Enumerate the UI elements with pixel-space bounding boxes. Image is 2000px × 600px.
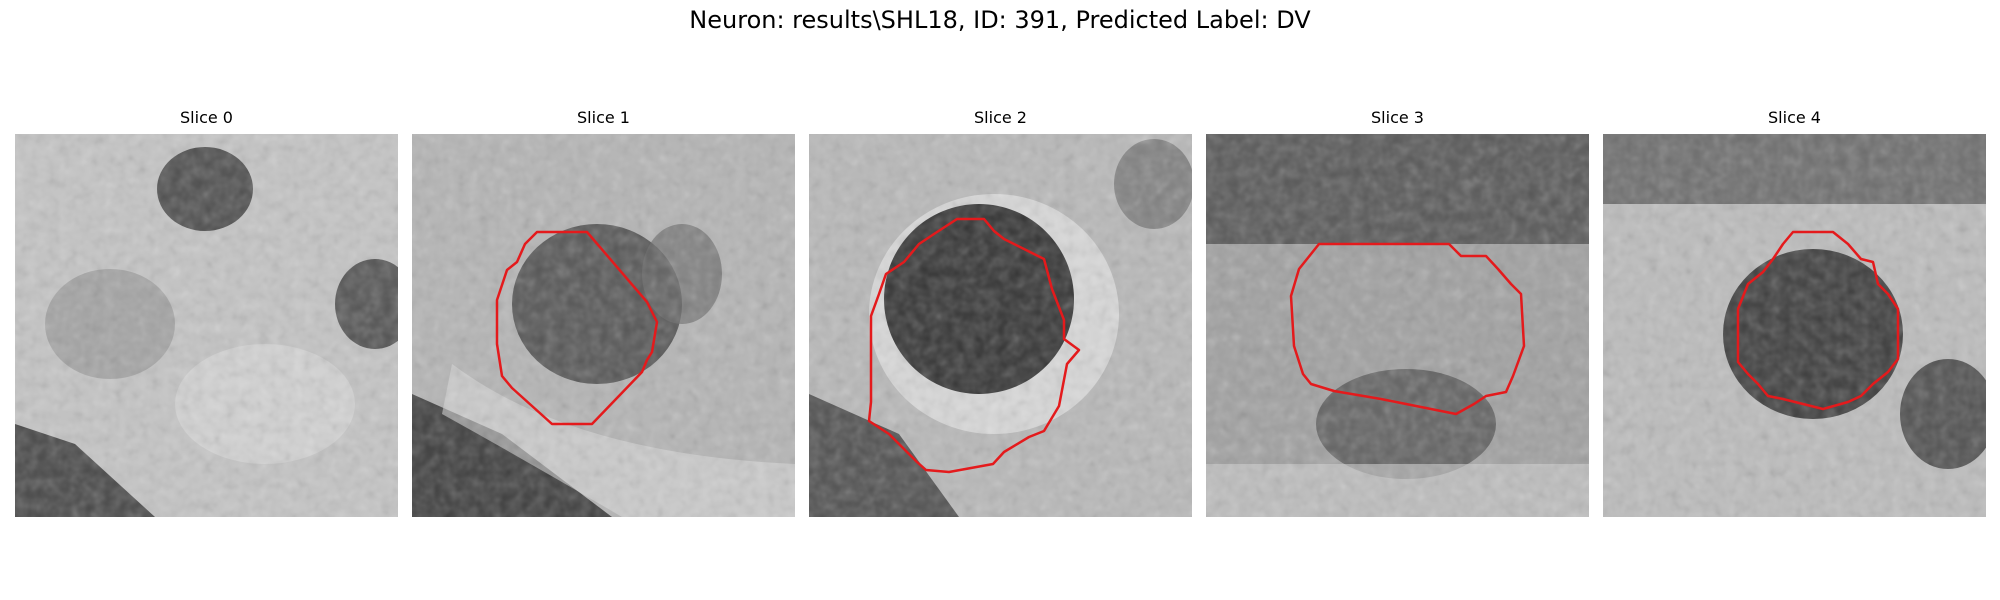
slice-image	[809, 134, 1192, 517]
roi-contour	[867, 217, 1081, 474]
roi-contour	[495, 230, 659, 426]
slice-title: Slice 3	[1371, 108, 1424, 127]
slice-title: Slice 1	[577, 108, 630, 127]
slice-image	[412, 134, 795, 517]
slice-image	[15, 134, 398, 517]
slice-image	[1603, 134, 1986, 517]
roi-contour	[1289, 242, 1526, 416]
slice-image	[1206, 134, 1589, 517]
figure-title: Neuron: results\SHL18, ID: 391, Predicte…	[689, 6, 1311, 34]
roi-contour	[1736, 230, 1900, 411]
slice-title: Slice 0	[180, 108, 233, 127]
slice-title: Slice 2	[974, 108, 1027, 127]
slice-title: Slice 4	[1768, 108, 1821, 127]
